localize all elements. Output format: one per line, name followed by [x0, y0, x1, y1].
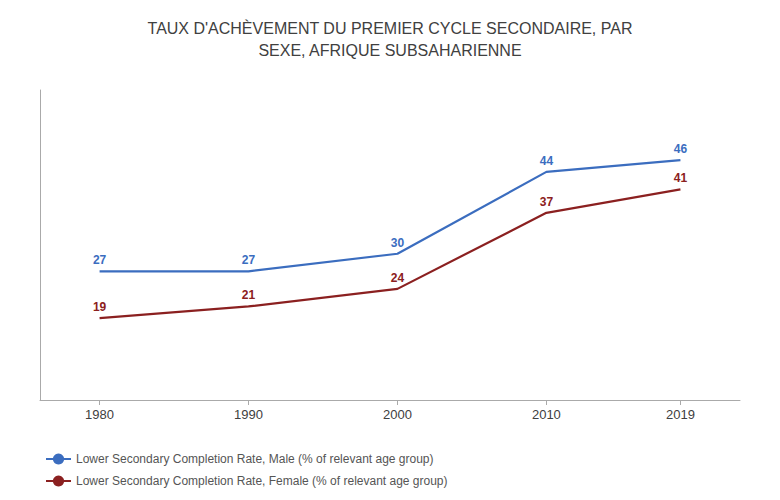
- svg-text:21: 21: [242, 288, 256, 302]
- svg-text:1980: 1980: [85, 407, 114, 422]
- svg-text:2010: 2010: [532, 407, 561, 422]
- svg-text:2019: 2019: [666, 407, 695, 422]
- svg-text:19: 19: [93, 300, 107, 314]
- svg-text:44: 44: [540, 154, 554, 168]
- svg-text:24: 24: [391, 271, 405, 285]
- svg-text:41: 41: [674, 171, 688, 185]
- svg-text:27: 27: [242, 253, 256, 267]
- svg-text:Lower Secondary Completion Rat: Lower Secondary Completion Rate, Male (%…: [76, 452, 434, 466]
- svg-text:SEXE, AFRIQUE SUBSAHARIENNE: SEXE, AFRIQUE SUBSAHARIENNE: [258, 42, 521, 59]
- svg-text:TAUX D'ACHÈVEMENT DU PREMIER C: TAUX D'ACHÈVEMENT DU PREMIER CYCLE SECON…: [148, 19, 633, 37]
- svg-text:Lower Secondary Completion Rat: Lower Secondary Completion Rate, Female …: [76, 474, 448, 488]
- svg-text:37: 37: [540, 195, 554, 209]
- svg-text:30: 30: [391, 236, 405, 250]
- svg-text:46: 46: [674, 142, 688, 156]
- svg-text:2000: 2000: [383, 407, 412, 422]
- svg-text:1990: 1990: [234, 407, 263, 422]
- svg-text:27: 27: [93, 253, 107, 267]
